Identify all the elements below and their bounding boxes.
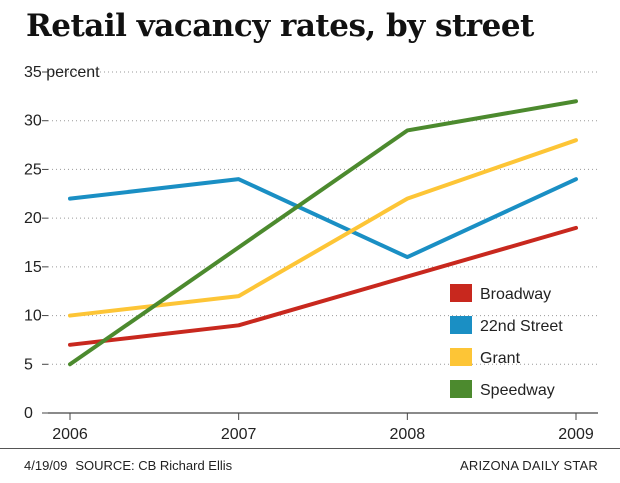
legend-label-22nd-street: 22nd Street — [480, 318, 563, 335]
series-line-22nd-street — [68, 177, 578, 260]
y-tick-label: 5 — [24, 356, 33, 373]
legend-label-grant: Grant — [480, 350, 521, 367]
line-chart: 0 5 10 15 20 25 30 35 percent 2006 2007 2008 2009 B… — [24, 64, 598, 443]
footer-publisher: ARIZONA DAILY STAR — [460, 458, 598, 473]
footer-divider — [0, 448, 620, 449]
legend-swatch-grant — [450, 348, 472, 366]
x-tick-label: 2009 — [558, 426, 594, 443]
legend-swatch-speedway — [450, 380, 472, 398]
footer-source: SOURCE: CB Richard Ellis — [75, 458, 233, 473]
legend-swatch-broadway — [450, 284, 472, 302]
x-tick-label: 2006 — [52, 426, 88, 443]
y-tick-label: 30 — [24, 113, 42, 130]
y-tick-label: 10 — [24, 308, 42, 325]
legend-swatch-22nd-street — [450, 316, 472, 334]
x-tick-label: 2007 — [221, 426, 257, 443]
chart-title: Retail vacancy rates, by street — [26, 8, 534, 44]
axes: 0 5 10 15 20 25 30 35 percent 2006 2007 2008 2009 — [24, 64, 598, 443]
series-lines — [68, 99, 578, 367]
footer-date: 4/19/09 — [24, 458, 68, 473]
footer-credit: 4/19/09 SOURCE: CB Richard Ellis — [24, 458, 232, 473]
x-tick-label: 2008 — [390, 426, 426, 443]
y-tick-label: 15 — [24, 259, 42, 276]
y-tick-label: 20 — [24, 210, 42, 227]
series-line-broadway — [68, 225, 578, 347]
legend-label-broadway: Broadway — [480, 286, 551, 303]
legend-label-speedway: Speedway — [480, 382, 555, 399]
series-line-speedway — [68, 99, 578, 367]
y-tick-label: 0 — [24, 405, 33, 422]
legend: Broadway 22nd Street Grant Speedway — [450, 284, 563, 399]
y-tick-label: 35 percent — [24, 64, 100, 81]
y-tick-label: 25 — [24, 161, 42, 178]
